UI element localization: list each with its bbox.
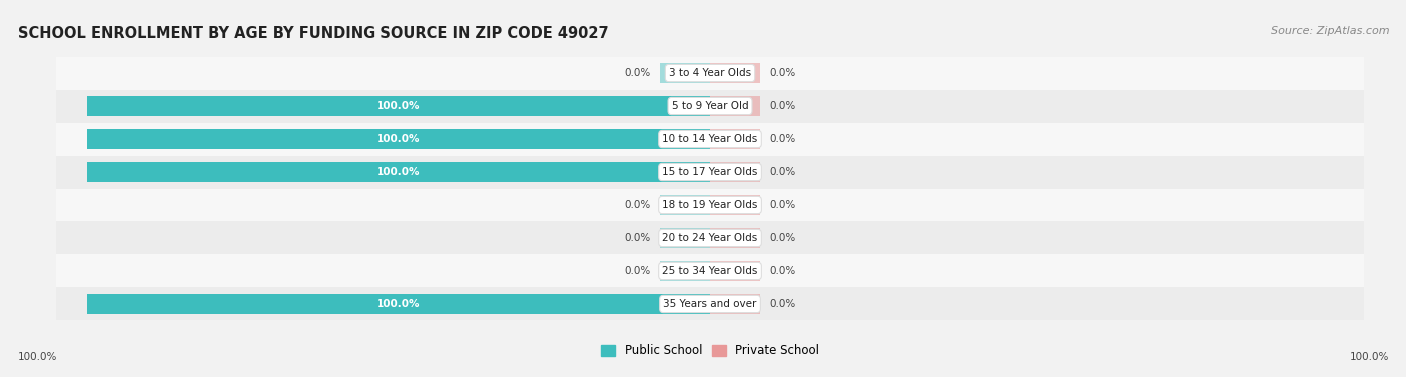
Bar — [710, 228, 759, 248]
Text: 5 to 9 Year Old: 5 to 9 Year Old — [672, 101, 748, 111]
Bar — [661, 195, 710, 215]
Bar — [56, 188, 1364, 221]
Text: 10 to 14 Year Olds: 10 to 14 Year Olds — [662, 134, 758, 144]
Bar — [87, 162, 710, 182]
Bar — [56, 287, 1364, 320]
Bar — [661, 261, 710, 281]
Text: 0.0%: 0.0% — [769, 134, 796, 144]
Bar — [87, 96, 710, 116]
Text: 100.0%: 100.0% — [377, 167, 420, 177]
Text: 100.0%: 100.0% — [1350, 352, 1389, 362]
Text: 100.0%: 100.0% — [377, 299, 420, 309]
Bar — [87, 129, 710, 149]
Bar — [710, 294, 759, 314]
Text: 35 Years and over: 35 Years and over — [664, 299, 756, 309]
Legend: Public School, Private School: Public School, Private School — [596, 340, 824, 362]
Bar — [56, 90, 1364, 123]
Text: 0.0%: 0.0% — [769, 167, 796, 177]
Text: 0.0%: 0.0% — [769, 299, 796, 309]
Text: 100.0%: 100.0% — [18, 352, 58, 362]
Bar — [710, 129, 759, 149]
Text: 18 to 19 Year Olds: 18 to 19 Year Olds — [662, 200, 758, 210]
Bar — [710, 261, 759, 281]
Text: 0.0%: 0.0% — [769, 101, 796, 111]
Bar — [661, 63, 710, 83]
Text: 20 to 24 Year Olds: 20 to 24 Year Olds — [662, 233, 758, 243]
Bar — [56, 222, 1364, 254]
Bar — [56, 123, 1364, 155]
Text: 100.0%: 100.0% — [377, 101, 420, 111]
Bar — [56, 254, 1364, 287]
Bar — [710, 63, 759, 83]
Bar — [56, 155, 1364, 188]
Text: 0.0%: 0.0% — [624, 233, 651, 243]
Text: 0.0%: 0.0% — [624, 200, 651, 210]
Bar — [710, 96, 759, 116]
Text: 0.0%: 0.0% — [769, 200, 796, 210]
Text: Source: ZipAtlas.com: Source: ZipAtlas.com — [1271, 26, 1389, 37]
Text: 15 to 17 Year Olds: 15 to 17 Year Olds — [662, 167, 758, 177]
Bar — [710, 195, 759, 215]
Text: 0.0%: 0.0% — [624, 266, 651, 276]
Bar — [710, 162, 759, 182]
Text: 0.0%: 0.0% — [769, 233, 796, 243]
Text: 100.0%: 100.0% — [377, 134, 420, 144]
Bar — [87, 294, 710, 314]
Text: SCHOOL ENROLLMENT BY AGE BY FUNDING SOURCE IN ZIP CODE 49027: SCHOOL ENROLLMENT BY AGE BY FUNDING SOUR… — [18, 26, 609, 41]
Bar — [56, 57, 1364, 90]
Text: 0.0%: 0.0% — [769, 68, 796, 78]
Text: 3 to 4 Year Olds: 3 to 4 Year Olds — [669, 68, 751, 78]
Text: 0.0%: 0.0% — [624, 68, 651, 78]
Bar — [661, 228, 710, 248]
Text: 25 to 34 Year Olds: 25 to 34 Year Olds — [662, 266, 758, 276]
Text: 0.0%: 0.0% — [769, 266, 796, 276]
